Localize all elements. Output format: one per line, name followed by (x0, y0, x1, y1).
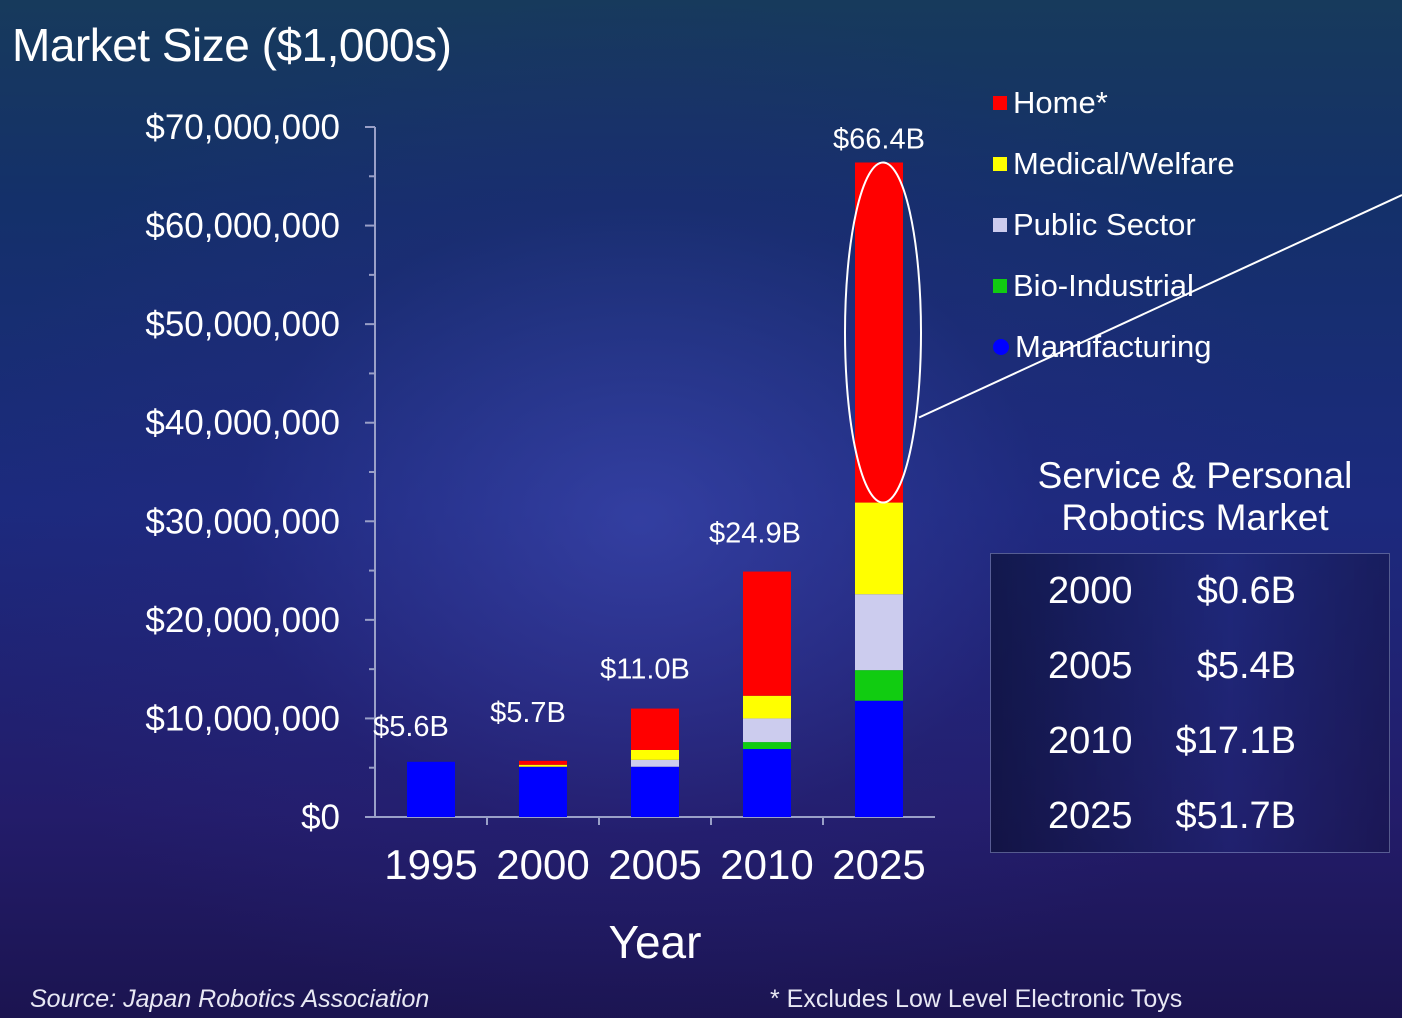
sp-value: $5.4B (1196, 645, 1296, 687)
service-personal-title: Service & Personal Robotics Market (990, 455, 1400, 539)
sp-value: $17.1B (1175, 720, 1296, 762)
legend-item-public-sector: Public Sector (993, 194, 1235, 255)
sp-row-2010: 2010 $17.1B (991, 704, 1389, 779)
chart-annotation (844, 161, 1402, 504)
y-tick-label: $20,000,000 (145, 601, 340, 640)
y-tick-label: $50,000,000 (145, 305, 340, 344)
chart-legend: Home* Medical/Welfare Public Sector Bio-… (993, 72, 1235, 377)
bar-segment-home (519, 760, 567, 765)
bar-total-label: $11.0B (600, 654, 690, 686)
legend-item-home: Home* (993, 72, 1235, 133)
chart-title: Market Size ($1,000s) (12, 19, 452, 71)
legend-label-medical-welfare: Medical/Welfare (1013, 145, 1235, 181)
legend-label-bio-industrial: Bio-Industrial (1013, 267, 1194, 303)
bar-segment-home (631, 708, 679, 750)
x-tick-label: 2005 (608, 841, 701, 888)
y-tick-label: $0 (301, 798, 340, 837)
legend-label-manufacturing: Manufacturing (1015, 328, 1212, 364)
legend-swatch-home (993, 95, 1007, 110)
bar-segment-medical-welfare (743, 695, 791, 719)
sp-value: $0.6B (1196, 570, 1296, 612)
legend-swatch-public-sector (993, 217, 1007, 232)
chart-bars (407, 162, 903, 817)
legend-swatch-medical-welfare (993, 156, 1007, 171)
bar-segment-manufacturing (855, 700, 903, 817)
bar-total-label: $24.9B (709, 518, 801, 550)
x-tick-label: 2025 (832, 841, 925, 888)
legend-item-manufacturing: Manufacturing (993, 316, 1235, 377)
y-tick-label: $70,000,000 (145, 108, 340, 147)
bar-segment-home (855, 162, 903, 503)
bar-segment-public-sector (855, 594, 903, 671)
y-tick-label: $30,000,000 (145, 502, 340, 541)
y-tick-label: $40,000,000 (145, 404, 340, 443)
bar-total-label: $5.6B (373, 711, 449, 743)
service-personal-title-line2: Robotics Market (1061, 497, 1329, 538)
sp-value: $51.7B (1175, 795, 1296, 837)
x-tick-label: 1995 (384, 841, 477, 888)
service-personal-title-line1: Service & Personal (1037, 455, 1353, 496)
service-personal-table: 2000 $0.6B 2005 $5.4B 2010 $17.1B 2025 $… (990, 553, 1390, 853)
bar-segment-home (743, 571, 791, 696)
legend-item-medical-welfare: Medical/Welfare (993, 133, 1235, 194)
bar-segment-manufacturing (407, 761, 455, 817)
bar-segment-public-sector (743, 718, 791, 743)
sp-row-2005: 2005 $5.4B (991, 629, 1389, 704)
x-axis-title: Year (609, 916, 702, 968)
bar-segment-bio-industrial (855, 670, 903, 701)
source-note: Source: Japan Robotics Association (30, 985, 430, 1013)
bar-segment-manufacturing (631, 766, 679, 817)
legend-label-home: Home* (1013, 84, 1108, 120)
bar-segment-medical-welfare (519, 764, 567, 767)
annotation-pointer-line (918, 194, 1402, 419)
bar-segment-bio-industrial (743, 742, 791, 749)
bar-total-label: $5.7B (490, 697, 566, 729)
bar-total-label: $66.4B (833, 123, 925, 155)
sp-row-2025: 2025 $51.7B (991, 779, 1389, 854)
sp-year: 2010 (1048, 720, 1133, 762)
legend-label-public-sector: Public Sector (1013, 206, 1196, 242)
sp-year: 2025 (1048, 795, 1133, 837)
sp-year: 2005 (1048, 645, 1133, 687)
footnote: * Excludes Low Level Electronic Toys (770, 985, 1183, 1013)
chart-axes: $0 $10,000,000 $20,000,000 $30,000,000 $40,0… (145, 108, 935, 837)
bar-segment-public-sector (631, 759, 679, 767)
annotation-ellipse (844, 161, 922, 504)
x-tick-label: 2010 (720, 841, 813, 888)
bar-segment-manufacturing (519, 766, 567, 817)
sp-row-2000: 2000 $0.6B (991, 554, 1389, 629)
sp-year: 2000 (1048, 570, 1133, 612)
bar-segment-medical-welfare (855, 502, 903, 595)
legend-swatch-bio-industrial (993, 278, 1007, 293)
bar-segment-manufacturing (743, 748, 791, 817)
y-tick-label: $60,000,000 (145, 207, 340, 246)
legend-item-bio-industrial: Bio-Industrial (993, 255, 1235, 316)
bar-segment-medical-welfare (631, 749, 679, 760)
chart-labels: 1995 $5.6B 2000 $5.7B 2005 $11.0B 2010 $24.9B 20… (373, 123, 926, 968)
y-tick-label: $10,000,000 (145, 699, 340, 738)
legend-swatch-manufacturing (993, 338, 1009, 355)
x-tick-label: 2000 (496, 841, 589, 888)
